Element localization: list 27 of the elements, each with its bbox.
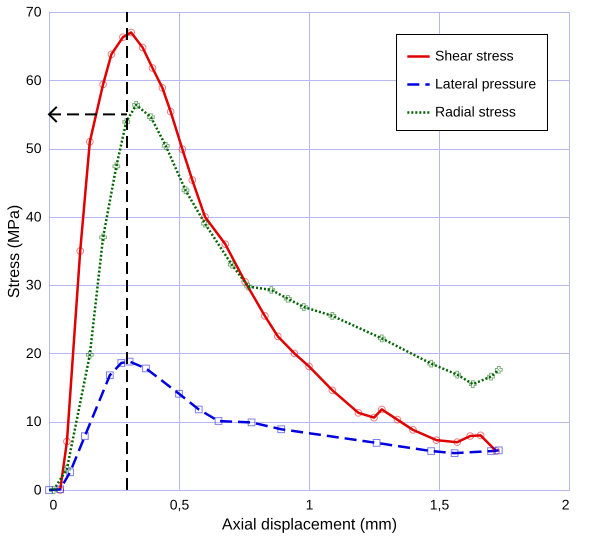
legend-label: Radial stress — [435, 104, 516, 120]
x-axis-title: Axial displacement (mm) — [222, 516, 398, 534]
point — [138, 44, 146, 52]
y-tick-label: 0 — [34, 482, 42, 498]
point — [290, 350, 298, 358]
y-tick-label: 10 — [26, 413, 42, 430]
y-tick-label: 70 — [26, 4, 42, 20]
point — [148, 64, 156, 72]
x-tick-label: 2 — [562, 496, 570, 512]
point — [305, 362, 313, 370]
point — [260, 312, 269, 320]
x-tick-label: 1 — [306, 496, 314, 512]
point — [274, 332, 282, 340]
x-tick-label: 0 — [50, 496, 58, 512]
x-tick-label: 1,5 — [430, 496, 450, 512]
point — [328, 386, 336, 394]
legend-label: Shear stress — [435, 48, 514, 64]
x-tick-label: 0,5 — [170, 496, 190, 512]
y-tick-label: 30 — [26, 276, 42, 293]
legend-label: Lateral pressure — [435, 76, 536, 92]
point — [328, 312, 336, 320]
y-tick-label: 20 — [26, 344, 42, 361]
y-tick-label: 60 — [26, 72, 42, 88]
y-tick-label: 40 — [26, 208, 42, 224]
y-axis-title: Stress (MPa) — [6, 204, 23, 298]
y-tick-label: 50 — [26, 140, 42, 156]
point — [394, 416, 402, 424]
